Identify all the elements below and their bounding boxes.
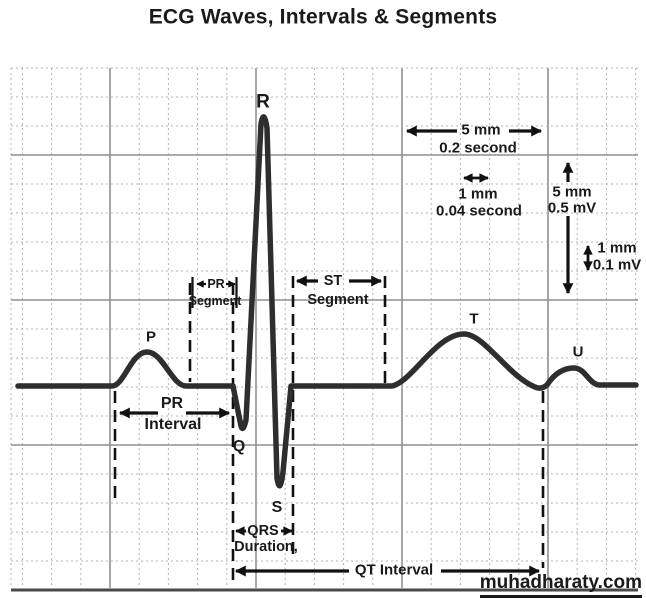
pr-segment-label-line1: PR <box>207 276 225 291</box>
qrs-duration-label-line2: Duration, <box>234 538 298 555</box>
page-title: ECG Waves, Intervals & Segments <box>148 5 498 29</box>
cal-5mm-v-label-line2: 0.5 mV <box>547 199 597 217</box>
cal-5mm-v-label-line1: 5 mm <box>552 183 592 201</box>
qrs-duration-label-line1: QRS <box>247 522 279 539</box>
cal-1mm-h-label-line2: 0.04 second <box>436 202 522 220</box>
ecg-grid <box>10 67 638 592</box>
q-wave-label: Q <box>232 438 246 455</box>
u-wave-label: U <box>572 343 584 361</box>
pr-segment-label-line2: Segment <box>188 293 242 308</box>
pr-interval-label-line2: Interval <box>144 416 202 433</box>
cal-1mm-v-label-line1: 1 mm <box>597 239 637 257</box>
qt-interval-label: QT Interval <box>354 561 434 579</box>
p-wave-label: P <box>145 328 157 346</box>
t-wave-label: T <box>469 310 479 328</box>
st-segment-label-line2: Segment <box>307 291 369 308</box>
dashed-boundaries <box>113 276 545 584</box>
watermark-text: muhadharaty.com <box>479 572 642 598</box>
pr-interval-label-line1: PR <box>160 395 184 412</box>
r-wave-label: R <box>256 91 270 113</box>
cal-1mm-h-label-line1: 1 mm <box>458 185 498 203</box>
cal-1mm-v-label-line2: 0.1 mV <box>592 256 642 274</box>
cal-5mm-h-label-line2: 0.2 second <box>439 139 517 157</box>
cal-5mm-h-label-line1: 5 mm <box>461 121 501 139</box>
s-wave-label: S <box>271 499 283 516</box>
annotation-arrows <box>118 125 593 577</box>
ecg-trace <box>15 114 639 489</box>
st-segment-label-line1: ST <box>323 272 343 289</box>
